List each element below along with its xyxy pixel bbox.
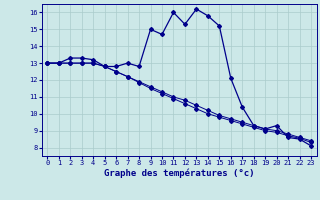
X-axis label: Graphe des températures (°c): Graphe des températures (°c) <box>104 169 254 178</box>
